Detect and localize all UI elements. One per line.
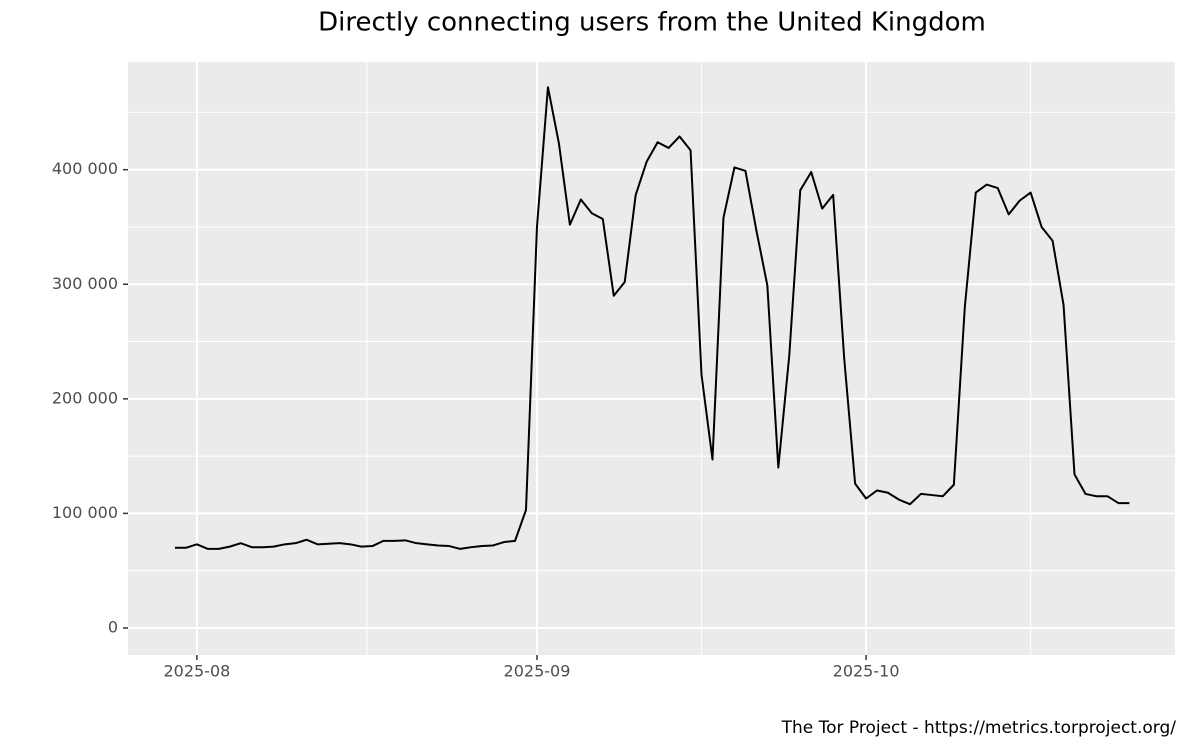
x-tick-label: 2025-09 (504, 662, 571, 681)
y-tick-label: 100 000 (52, 503, 118, 522)
x-tick-label: 2025-10 (833, 662, 900, 681)
y-tick-label: 300 000 (52, 274, 118, 293)
y-tick-label: 200 000 (52, 388, 118, 407)
y-tick-label: 400 000 (52, 159, 118, 178)
chart-title: Directly connecting users from the Unite… (318, 8, 986, 38)
line (174, 86, 1130, 550)
grid (128, 62, 1175, 655)
caption: The Tor Project - https://metrics.torpro… (781, 718, 1177, 738)
y-tick-label: 0 (108, 617, 118, 636)
panel (128, 62, 1175, 655)
x-tick-label: 2025-08 (163, 662, 230, 681)
